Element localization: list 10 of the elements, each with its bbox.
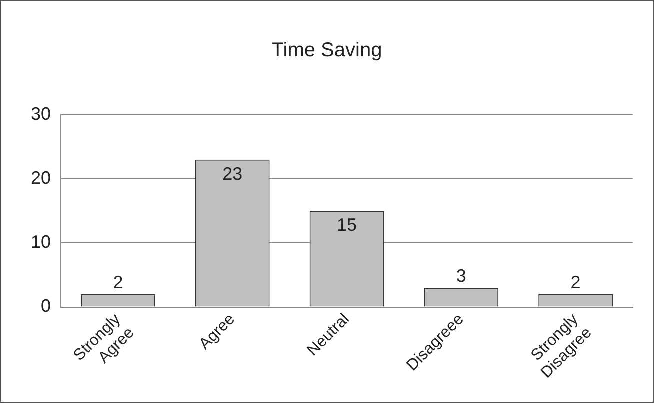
chart-title: Time Saving [272, 40, 382, 62]
data-label: 2 [570, 272, 581, 292]
data-label: 3 [456, 266, 466, 286]
y-tick-label: 30 [30, 104, 52, 124]
data-label: 15 [336, 215, 358, 236]
y-tick-label: 0 [41, 296, 52, 316]
data-label: 2 [113, 272, 124, 292]
data-label: 23 [222, 164, 243, 184]
y-tick-label: 10 [30, 232, 52, 252]
y-tick-label: 20 [30, 168, 52, 188]
